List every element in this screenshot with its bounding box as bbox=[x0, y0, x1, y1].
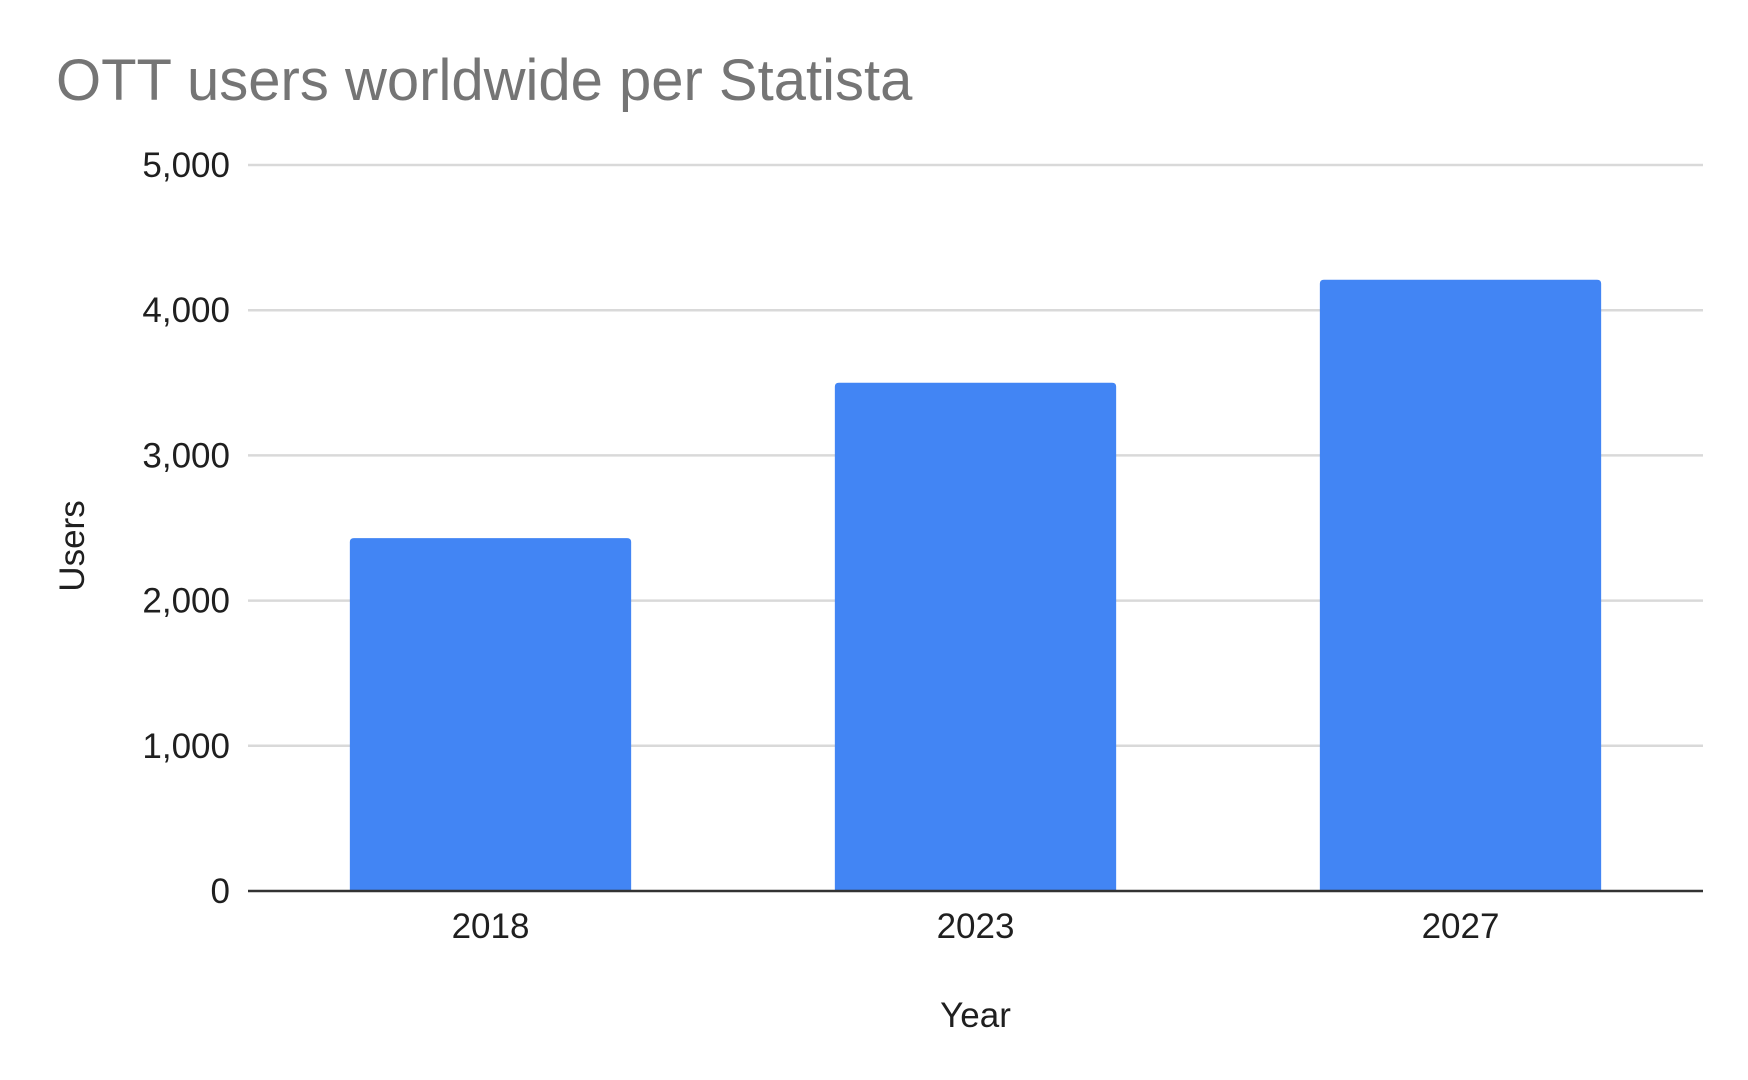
x-axis-title: Year bbox=[940, 996, 1011, 1035]
x-tick-label: 2027 bbox=[1422, 907, 1500, 946]
y-tick-label: 3,000 bbox=[142, 436, 230, 475]
bar-2018 bbox=[349, 538, 632, 891]
y-tick-label: 0 bbox=[211, 872, 230, 911]
y-tick-label: 1,000 bbox=[142, 727, 230, 766]
y-tick-label: 2,000 bbox=[142, 582, 230, 621]
chart-title: OTT users worldwide per Statista bbox=[56, 48, 913, 113]
x-axis-tick-labels: 2018 2023 2027 bbox=[452, 907, 1500, 946]
x-tick-label: 2023 bbox=[937, 907, 1015, 946]
y-axis-title: Users bbox=[53, 500, 92, 591]
bars bbox=[349, 279, 1602, 891]
y-tick-label: 4,000 bbox=[142, 291, 230, 330]
bar-2023 bbox=[834, 382, 1117, 891]
bar-2027 bbox=[1319, 279, 1602, 891]
y-tick-label: 5,000 bbox=[142, 146, 230, 185]
x-tick-label: 2018 bbox=[452, 907, 530, 946]
y-axis-tick-labels: 0 1,000 2,000 3,000 4,000 5,000 bbox=[142, 146, 230, 911]
